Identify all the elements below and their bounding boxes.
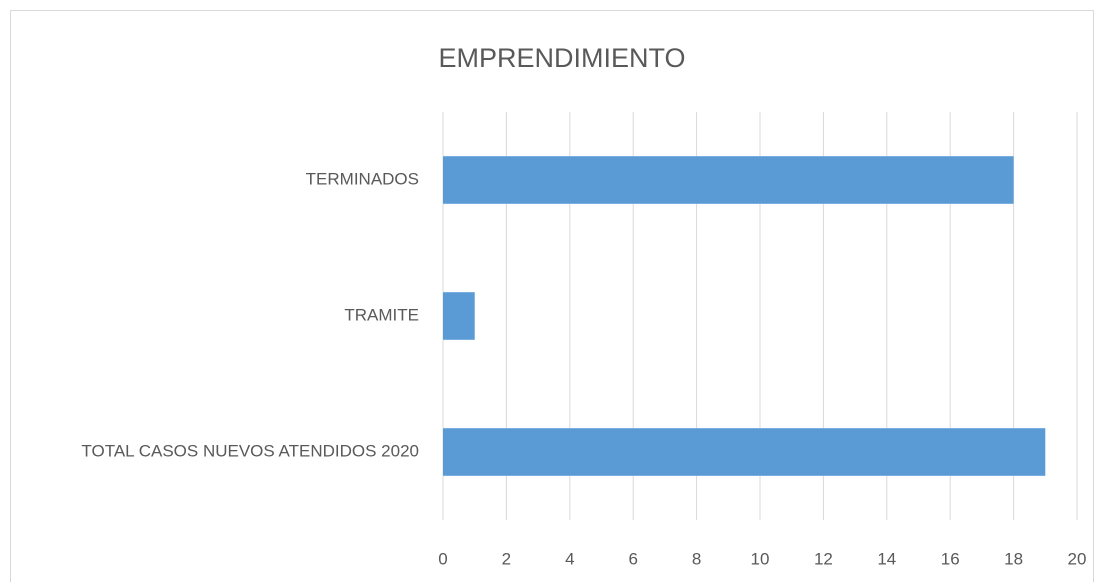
bar [443, 428, 1046, 476]
y-tick-label: TOTAL CASOS NUEVOS ATENDIDOS 2020 [81, 441, 419, 460]
x-tick-label: 18 [1004, 549, 1023, 568]
x-tick-label: 16 [941, 549, 960, 568]
x-tick-label: 6 [628, 549, 637, 568]
x-tick-label: 12 [814, 549, 833, 568]
x-tick-label: 8 [692, 549, 701, 568]
y-tick-label: TRAMITE [344, 305, 419, 324]
y-tick-label: TERMINADOS [306, 169, 419, 188]
x-tick-label: 2 [502, 549, 511, 568]
x-tick-label: 0 [438, 549, 447, 568]
bar [443, 292, 475, 340]
x-tick-label: 4 [565, 549, 574, 568]
x-tick-label: 14 [877, 549, 896, 568]
x-tick-label: 20 [1068, 549, 1087, 568]
bar [443, 156, 1014, 204]
chart-title: EMPRENDIMIENTO [438, 43, 685, 73]
chart-border [10, 10, 1094, 582]
x-tick-label: 10 [751, 549, 770, 568]
